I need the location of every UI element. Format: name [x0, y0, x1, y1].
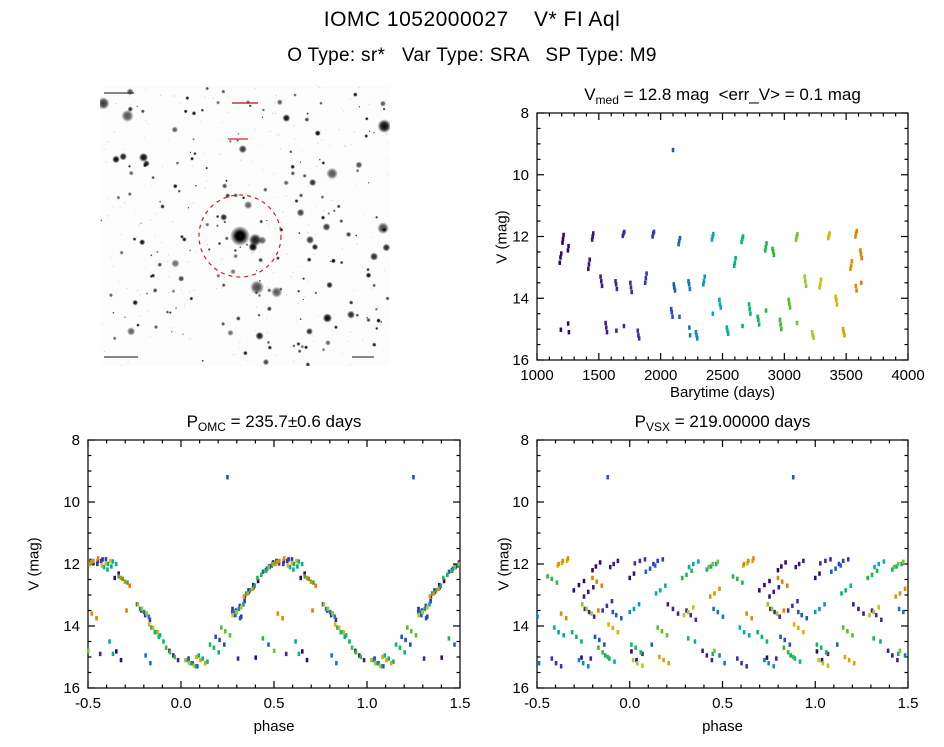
svg-text:0.5: 0.5	[712, 695, 733, 712]
svg-text:-0.5: -0.5	[524, 695, 550, 712]
axes	[536, 112, 909, 361]
lightcurve-title-post: = 12.8 mag <err_V> = 0.1 mag	[618, 85, 861, 104]
axes	[87, 439, 461, 689]
svg-text:0.0: 0.0	[171, 695, 192, 712]
target-circle	[198, 194, 282, 278]
svg-text:1.0: 1.0	[357, 695, 378, 712]
lightcurve-ylabel: V (mag)	[493, 210, 511, 264]
svg-text:10: 10	[512, 494, 529, 511]
vsx-title-sub: VSX	[645, 420, 670, 434]
svg-text:10: 10	[63, 494, 80, 511]
svg-text:1.5: 1.5	[450, 695, 470, 712]
omc-phase-ylabel: V (mag)	[25, 537, 43, 591]
svg-text:8: 8	[72, 432, 80, 449]
svg-text:10: 10	[512, 167, 529, 184]
tick-labels: 1000 1500 2000 2500 3000 3500 4000 8 10 12 14 16	[512, 105, 924, 384]
omc-title-sub: OMC	[197, 420, 226, 434]
svg-text:2500: 2500	[706, 367, 739, 384]
svg-text:1000: 1000	[520, 367, 553, 384]
svg-text:1.0: 1.0	[805, 695, 826, 712]
svg-text:12: 12	[63, 556, 80, 573]
svg-text:14: 14	[63, 618, 80, 635]
omc-phase-panel: POMC = 235.7±0.6 days -0.5 0.0 0.5 1.0 1.5 8 1…	[10, 412, 471, 747]
tick-labels: -0.5 0.0 0.5 1.0 1.5 8 10 12 14 16	[63, 432, 470, 712]
svg-text:2000: 2000	[644, 367, 677, 384]
svg-text:-0.5: -0.5	[75, 695, 101, 712]
svg-text:16: 16	[512, 680, 529, 697]
lightcurve-title: Vmed = 12.8 mag <err_V> = 0.1 mag	[537, 85, 908, 107]
svg-text:8: 8	[521, 432, 529, 449]
data-points	[536, 475, 907, 669]
lightcurve-xlabel: Barytime (days)	[669, 384, 776, 401]
page-title: IOMC 1052000027 V* FI Aql	[323, 8, 621, 31]
svg-text:1500: 1500	[582, 367, 615, 384]
lightcurve-panel: Vmed = 12.8 mag <err_V> = 0.1 mag 1000 15…	[460, 85, 944, 405]
stars	[100, 86, 390, 366]
data-points	[558, 147, 864, 341]
page-subtitle: O Type: sr* Var Type: SRA SP Type: M9	[287, 45, 657, 66]
vsx-phase-xlabel: phase	[702, 718, 743, 735]
omc-phase-plot: -0.5 0.0 0.5 1.0 1.5 8 10 12 14 16	[63, 432, 470, 712]
vsx-phase-plot: -0.5 0.0 0.5 1.0 1.5 8 10 12 14 16	[512, 432, 918, 712]
vsx-title-pre: P	[634, 412, 646, 431]
finder-chart	[100, 86, 390, 366]
omc-phase-xlabel: phase	[253, 718, 295, 735]
axes	[536, 439, 909, 689]
omc-title-post: = 235.7±0.6 days	[225, 412, 362, 431]
svg-text:3500: 3500	[829, 367, 862, 384]
page-header: IOMC 1052000027 V* FI Aql O Type: sr* Va…	[0, 0, 944, 80]
data-points	[86, 475, 461, 669]
svg-text:3000: 3000	[768, 367, 801, 384]
lightcurve-title-sub: med	[595, 93, 619, 107]
svg-text:0.0: 0.0	[619, 695, 640, 712]
svg-text:0.5: 0.5	[264, 695, 285, 712]
svg-text:8: 8	[521, 105, 529, 122]
omc-title-pre: P	[186, 412, 198, 431]
svg-text:14: 14	[512, 618, 529, 635]
finder-background	[100, 86, 390, 366]
lightcurve-title-pre: V	[584, 85, 596, 104]
tick-labels: -0.5 0.0 0.5 1.0 1.5 8 10 12 14 16	[512, 432, 918, 712]
svg-text:12: 12	[512, 229, 529, 246]
star-field-image	[100, 86, 390, 366]
finder-annotations	[104, 92, 374, 358]
svg-text:12: 12	[512, 556, 529, 573]
svg-text:1.5: 1.5	[898, 695, 919, 712]
svg-text:16: 16	[512, 352, 529, 369]
vsx-title-post: = 219.00000 days	[669, 412, 811, 431]
omc-phase-title: POMC = 235.7±0.6 days	[88, 412, 460, 434]
vsx-phase-title: PVSX = 219.00000 days	[537, 412, 908, 434]
vsx-phase-panel: PVSX = 219.00000 days -0.5 0.0 0.5 1.0 1.5 8 1…	[460, 412, 944, 747]
svg-text:4000: 4000	[891, 367, 924, 384]
vsx-phase-ylabel: V (mag)	[495, 537, 513, 591]
lightcurve-plot: 1000 1500 2000 2500 3000 3500 4000 8 10 12 14 16	[512, 105, 924, 384]
svg-text:14: 14	[512, 290, 529, 307]
svg-text:16: 16	[63, 680, 80, 697]
